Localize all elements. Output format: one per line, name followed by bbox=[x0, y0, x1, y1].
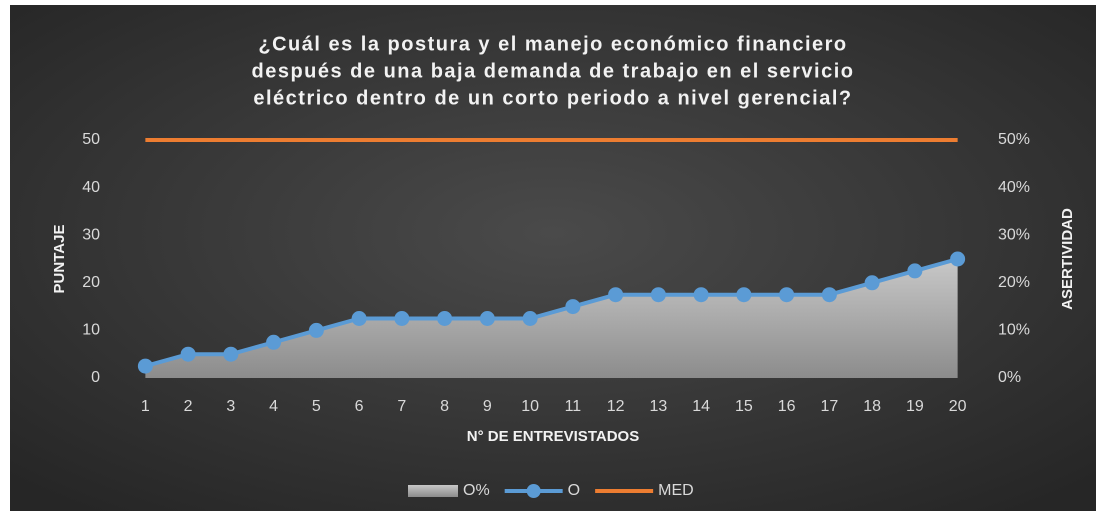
x-tick-label: 14 bbox=[692, 398, 710, 415]
y2-axis-title: ASERTIVIDAD bbox=[1059, 208, 1076, 310]
y2-tick-label: 30% bbox=[998, 226, 1030, 243]
marker bbox=[736, 287, 752, 303]
marker bbox=[864, 275, 880, 291]
marker bbox=[394, 311, 410, 326]
y2-tick-label: 0% bbox=[998, 369, 1021, 386]
marker bbox=[266, 334, 282, 350]
marker bbox=[821, 287, 837, 303]
y-tick-label: 20 bbox=[82, 274, 100, 291]
legend-label: O bbox=[568, 482, 580, 499]
x-tick-label: 7 bbox=[397, 398, 406, 415]
marker bbox=[437, 311, 453, 326]
x-tick-label: 11 bbox=[565, 398, 582, 415]
x-tick-label: 18 bbox=[863, 398, 881, 415]
x-tick-label: 2 bbox=[184, 398, 193, 415]
x-tick-label: 15 bbox=[735, 398, 753, 415]
x-tick-label: 13 bbox=[649, 398, 667, 415]
legend-label: MED bbox=[658, 482, 694, 499]
marker bbox=[950, 251, 966, 267]
y-tick-label: 50 bbox=[82, 131, 100, 148]
x-tick-label: 20 bbox=[949, 398, 967, 415]
legend-marker bbox=[526, 484, 541, 498]
y2-tick-label: 50% bbox=[998, 131, 1030, 148]
y-tick-label: 10 bbox=[82, 322, 100, 339]
x-tick-label: 17 bbox=[820, 398, 838, 415]
marker bbox=[907, 263, 923, 279]
x-tick-label: 9 bbox=[483, 398, 492, 415]
marker bbox=[137, 358, 153, 374]
y2-tick-label: 10% bbox=[998, 322, 1030, 339]
marker bbox=[308, 322, 324, 338]
x-tick-label: 3 bbox=[226, 398, 235, 415]
marker bbox=[479, 311, 495, 326]
x-tick-label: 1 bbox=[141, 398, 150, 415]
x-tick-label: 5 bbox=[312, 398, 321, 415]
x-tick-label: 10 bbox=[521, 398, 539, 415]
background bbox=[10, 5, 1096, 511]
x-tick-label: 6 bbox=[355, 398, 364, 415]
marker bbox=[693, 287, 709, 303]
x-tick-label: 12 bbox=[607, 398, 625, 415]
marker bbox=[779, 287, 795, 303]
x-tick-label: 4 bbox=[269, 398, 278, 415]
marker bbox=[351, 311, 367, 326]
chart-title: ¿Cuál es la postura y el manejo económic… bbox=[258, 33, 847, 55]
y2-tick-label: 40% bbox=[998, 179, 1030, 196]
chart-title: eléctrico dentro de un corto periodo a n… bbox=[253, 87, 852, 109]
y-axis-title: PUNTAJE bbox=[51, 225, 68, 294]
y-tick-label: 40 bbox=[82, 179, 100, 196]
x-axis-title: N° DE ENTREVISTADOS bbox=[467, 428, 639, 445]
marker bbox=[223, 346, 239, 362]
x-tick-label: 16 bbox=[778, 398, 796, 415]
y2-tick-label: 20% bbox=[998, 274, 1030, 291]
area bbox=[145, 259, 958, 378]
legend-label: O% bbox=[463, 482, 490, 499]
marker bbox=[565, 299, 581, 315]
marker bbox=[522, 311, 538, 326]
x-tick-label: 19 bbox=[906, 398, 924, 415]
x-tick-label: 8 bbox=[440, 398, 449, 415]
chart-title: después de una baja demanda de trabajo e… bbox=[251, 60, 854, 82]
marker bbox=[180, 346, 196, 362]
marker bbox=[608, 287, 624, 303]
y-tick-label: 0 bbox=[91, 369, 100, 386]
marker bbox=[650, 287, 666, 303]
y-tick-label: 30 bbox=[82, 226, 100, 243]
legend-swatch bbox=[408, 485, 458, 497]
